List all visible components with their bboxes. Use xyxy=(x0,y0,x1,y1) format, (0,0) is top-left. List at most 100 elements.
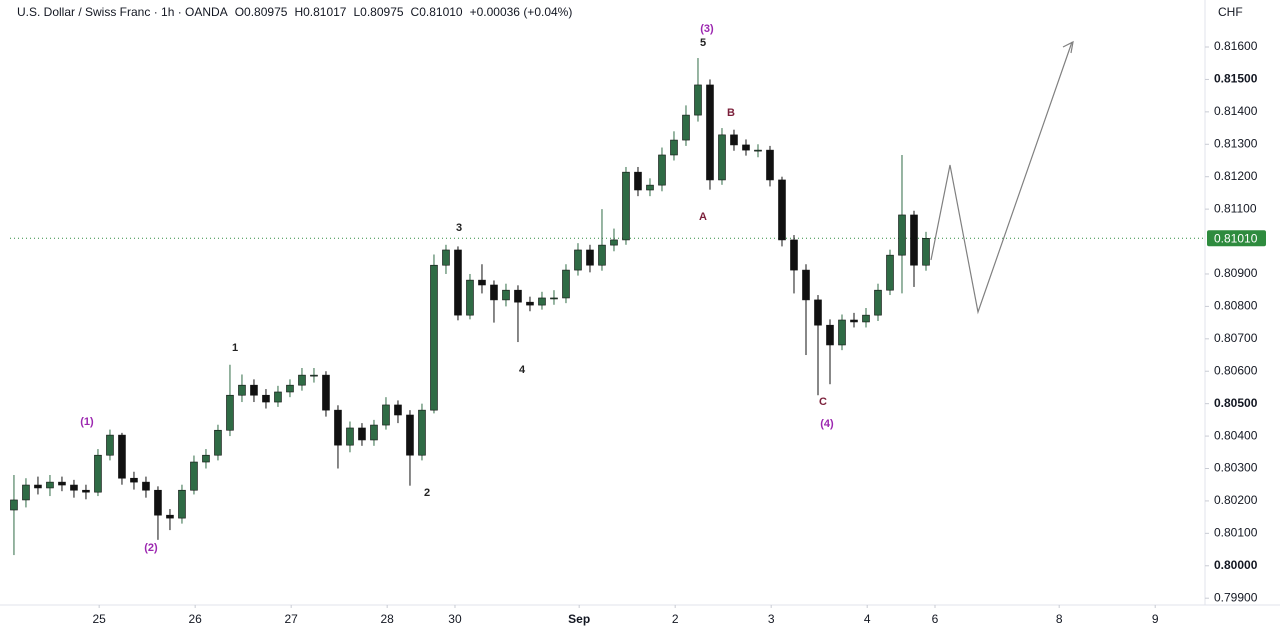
x-tick-label: 2 xyxy=(672,612,679,626)
y-tick-label: 0.80500 xyxy=(1214,396,1258,410)
candle-body xyxy=(790,239,798,271)
x-tick-label: 30 xyxy=(448,612,462,626)
candle-body xyxy=(502,289,510,301)
candle-body xyxy=(670,139,678,156)
candle-body xyxy=(358,427,366,441)
candle-body xyxy=(298,374,306,386)
candle-body xyxy=(718,134,726,181)
candle-body xyxy=(826,324,834,346)
candle-body xyxy=(310,374,318,377)
candle-body xyxy=(574,249,582,271)
candle-body xyxy=(730,134,738,146)
x-tick-label: 25 xyxy=(92,612,106,626)
x-tick-label: 28 xyxy=(380,612,394,626)
candle-body xyxy=(694,84,702,116)
y-tick-label: 0.81600 xyxy=(1214,39,1258,53)
candle-body xyxy=(778,179,786,241)
candle-body xyxy=(322,374,330,411)
change: +0.00036 (+0.04%) xyxy=(470,5,573,19)
wave-label: A xyxy=(699,211,707,223)
candle-body xyxy=(238,384,246,396)
candle-body xyxy=(454,249,462,316)
candle-body xyxy=(94,454,102,493)
candle-body xyxy=(382,404,390,426)
candle-body xyxy=(190,461,198,491)
candle-body xyxy=(766,149,774,181)
y-tick-label: 0.80100 xyxy=(1214,526,1258,540)
x-tick-label: 9 xyxy=(1152,612,1159,626)
candle-body xyxy=(598,244,606,266)
candle-body xyxy=(70,484,78,491)
candle-body xyxy=(898,214,906,256)
candle-body xyxy=(130,477,138,483)
candle-body xyxy=(814,299,822,326)
candle-body xyxy=(478,279,486,286)
ohlc-value: H0.81017 xyxy=(294,5,346,19)
candle-body xyxy=(46,481,54,489)
y-tick-label: 0.80200 xyxy=(1214,493,1258,507)
candle-body xyxy=(838,319,846,346)
y-tick-label: 0.81300 xyxy=(1214,136,1258,150)
candle-body xyxy=(886,254,894,291)
candle-body xyxy=(550,297,558,300)
candle-body xyxy=(346,427,354,446)
x-tick-label: 27 xyxy=(284,612,298,626)
projection-path xyxy=(930,41,1073,315)
candle-body xyxy=(622,171,630,241)
x-tick-label: 26 xyxy=(188,612,202,626)
candle-body xyxy=(34,484,42,489)
y-tick-label: 0.81200 xyxy=(1214,169,1258,183)
candle-body xyxy=(82,489,90,493)
candle-body xyxy=(754,149,762,152)
wave-label: 2 xyxy=(424,487,430,499)
candle-body xyxy=(214,429,222,456)
wave-label: 3 xyxy=(456,222,462,234)
header-text: U.S. Dollar / Swiss Franc · 1h · OANDA O0… xyxy=(17,5,572,19)
candle-body xyxy=(22,484,30,501)
ohlc-value: L0.80975 xyxy=(353,5,403,19)
candle-body xyxy=(526,301,534,306)
y-tick-label: 0.81400 xyxy=(1214,104,1258,118)
candle-body xyxy=(802,269,810,301)
ohlc-value: O0.80975 xyxy=(235,5,288,19)
candle-body xyxy=(202,454,210,463)
candle-body xyxy=(850,319,858,323)
candle-body xyxy=(922,238,930,266)
candle-body xyxy=(862,314,870,323)
candle-body xyxy=(250,384,258,396)
y-tick-label: 0.80300 xyxy=(1214,461,1258,475)
y-tick-label: 0.80400 xyxy=(1214,428,1258,442)
currency-label: CHF xyxy=(1218,5,1243,19)
ohlc-value: C0.81010 xyxy=(411,5,463,19)
candle-body xyxy=(490,284,498,301)
candle-body xyxy=(58,481,66,486)
candle-body xyxy=(10,499,18,511)
candle-body xyxy=(430,264,438,411)
candle-body xyxy=(286,384,294,393)
y-tick-label: 0.80700 xyxy=(1214,331,1258,345)
candle-body xyxy=(514,289,522,303)
candle-body xyxy=(178,489,186,519)
wave-label: (1) xyxy=(80,416,94,428)
symbol: U.S. Dollar / Swiss Franc · 1h · OANDA xyxy=(17,5,228,19)
last-price-label: 0.81010 xyxy=(1214,231,1258,245)
candle-body xyxy=(262,394,270,403)
wave-label: C xyxy=(819,396,827,408)
wave-label: (3) xyxy=(700,23,714,35)
wave-label: (4) xyxy=(820,418,834,430)
x-tick-label: 6 xyxy=(932,612,939,626)
candle-body xyxy=(370,424,378,441)
y-tick-label: 0.80600 xyxy=(1214,363,1258,377)
y-tick-label: 0.79900 xyxy=(1214,590,1258,604)
candle-body xyxy=(646,184,654,191)
candle-body xyxy=(610,239,618,246)
candle-body xyxy=(910,214,918,266)
x-tick-label: 3 xyxy=(768,612,775,626)
y-tick-label: 0.81100 xyxy=(1214,201,1257,215)
candle-body xyxy=(538,297,546,306)
candle-body xyxy=(154,489,162,516)
candle-body xyxy=(442,249,450,266)
candle-body xyxy=(586,249,594,266)
